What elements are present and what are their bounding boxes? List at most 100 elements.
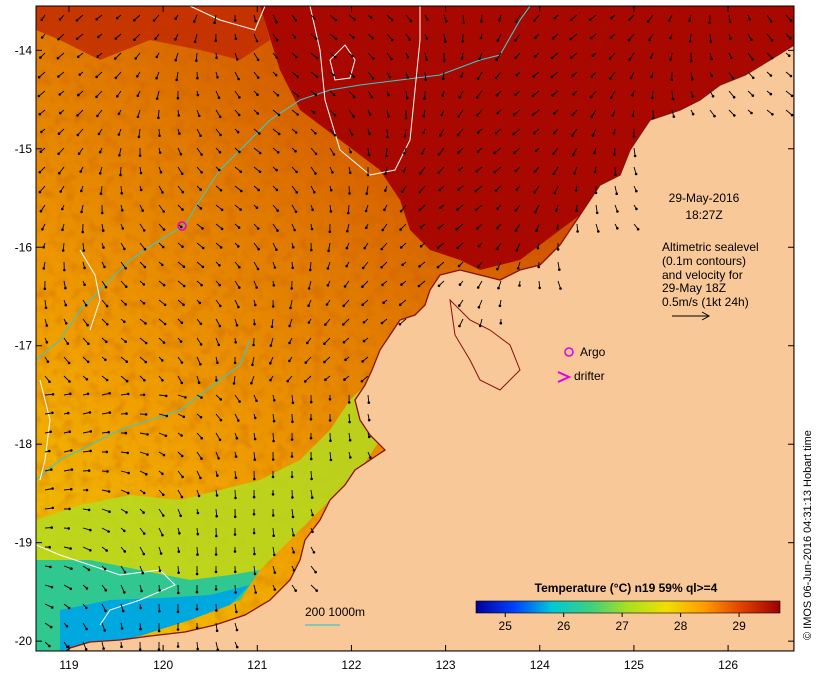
velocity-arrow-head — [569, 37, 572, 41]
velocity-arrow — [272, 432, 275, 442]
velocity-arrow-head — [399, 209, 403, 213]
velocity-arrow — [272, 14, 278, 23]
velocity-arrow-head — [174, 38, 177, 41]
velocity-arrow-head — [237, 226, 241, 229]
velocity-arrow-head — [290, 455, 294, 458]
timestamp-date: 29-May-2016 — [669, 191, 740, 205]
velocity-arrow-head — [177, 591, 180, 595]
velocity-arrow-head — [387, 115, 390, 118]
velocity-arrow — [513, 128, 521, 135]
velocity-arrow-head — [196, 553, 199, 556]
velocity-arrow — [158, 413, 167, 417]
velocity-arrow-head — [214, 553, 218, 556]
velocity-arrow-head — [273, 571, 277, 574]
lat-tick-label: -20 — [15, 634, 33, 648]
velocity-arrow-head — [751, 76, 755, 80]
velocity-arrow-head — [64, 303, 68, 307]
velocity-arrow-head — [107, 490, 111, 493]
velocity-arrow-head — [309, 457, 313, 461]
velocity-arrow-head — [125, 412, 128, 415]
velocity-arrow — [38, 90, 46, 97]
velocity-arrow-head — [323, 342, 326, 346]
velocity-arrow — [386, 33, 393, 41]
velocity-arrow-head — [276, 229, 279, 232]
velocity-arrow-head — [75, 37, 79, 41]
velocity-arrow — [215, 109, 221, 118]
velocity-arrow-head — [456, 246, 459, 250]
velocity-arrow-head — [387, 93, 390, 97]
velocity-arrow-head — [291, 401, 295, 405]
velocity-arrow-head — [342, 340, 346, 344]
velocity-arrow — [177, 166, 183, 174]
velocity-arrow-head — [312, 111, 316, 114]
velocity-arrow-head — [257, 188, 261, 192]
velocity-arrow-head — [751, 94, 755, 97]
velocity-arrow-head — [85, 587, 89, 590]
velocity-arrow-head — [329, 210, 333, 213]
velocity-arrow-head — [553, 112, 556, 115]
velocity-arrow — [304, 375, 312, 382]
velocity-arrow-head — [68, 430, 71, 434]
velocity-arrow-head — [627, 38, 631, 42]
velocity-arrow — [63, 469, 72, 472]
velocity-arrow-head — [96, 55, 99, 58]
velocity-arrow — [291, 185, 298, 193]
velocity-arrow-head — [537, 265, 540, 269]
velocity-arrow-head — [458, 95, 462, 99]
velocity-arrow-head — [368, 113, 372, 116]
velocity-arrow-head — [69, 587, 73, 591]
velocity-arrow — [38, 71, 46, 78]
velocity-arrow-head — [498, 18, 501, 22]
altimetry-line-5: 0.5m/s (1kt 24h) — [662, 295, 749, 309]
velocity-arrow-head — [142, 302, 146, 305]
velocity-arrow-head — [123, 529, 126, 533]
velocity-arrow-head — [399, 246, 403, 249]
velocity-arrow-head — [534, 210, 537, 214]
timestamp-time: 18:27Z — [685, 208, 722, 222]
velocity-arrow-head — [181, 190, 185, 194]
velocity-arrow-head — [252, 495, 256, 499]
velocity-arrow-head — [426, 18, 429, 21]
velocity-arrow-head — [388, 75, 392, 79]
velocity-arrow-head — [50, 526, 53, 529]
lat-tick-label: -17 — [15, 339, 33, 353]
velocity-arrow-head — [288, 324, 291, 328]
velocity-arrow-head — [344, 358, 347, 362]
velocity-arrow-head — [419, 226, 423, 229]
velocity-arrow-head — [180, 361, 184, 364]
velocity-arrow-head — [769, 20, 773, 23]
velocity-arrow-head — [597, 230, 600, 233]
velocity-arrow — [77, 128, 84, 136]
velocity-arrow-head — [401, 190, 404, 193]
velocity-arrow-head — [347, 211, 350, 215]
velocity-arrow-head — [311, 530, 314, 534]
velocity-arrow — [139, 451, 148, 455]
lat-tick-label: -14 — [15, 43, 33, 57]
colorbar-ticks: 25 26 27 28 29 — [499, 613, 746, 633]
velocity-arrow-head — [237, 245, 240, 248]
velocity-arrow-head — [728, 20, 732, 24]
velocity-arrow — [329, 33, 337, 40]
velocity-arrow-head — [309, 400, 313, 404]
velocity-arrow — [478, 299, 483, 308]
velocity-arrow-head — [480, 19, 483, 23]
velocity-arrow-head — [103, 567, 107, 571]
velocity-arrow — [399, 318, 407, 325]
lon-tick-label: 121 — [247, 658, 267, 672]
velocity-arrow-head — [75, 19, 79, 22]
velocity-arrow-head — [476, 131, 480, 134]
velocity-arrow-head — [70, 567, 73, 570]
velocity-arrow-head — [514, 229, 518, 232]
velocity-arrow-head — [174, 58, 177, 62]
velocity-arrow-head — [142, 532, 146, 535]
velocity-arrow — [647, 14, 654, 22]
velocity-arrow-head — [291, 496, 294, 499]
velocity-arrow-head — [273, 266, 277, 269]
velocity-arrow — [139, 337, 147, 344]
warm-northwest-water — [36, 6, 270, 60]
velocity-arrow-head — [257, 247, 260, 251]
velocity-arrow-head — [199, 415, 203, 419]
velocity-arrow-head — [234, 455, 238, 458]
velocity-arrow-head — [218, 324, 222, 328]
velocity-arrow-head — [271, 458, 275, 461]
